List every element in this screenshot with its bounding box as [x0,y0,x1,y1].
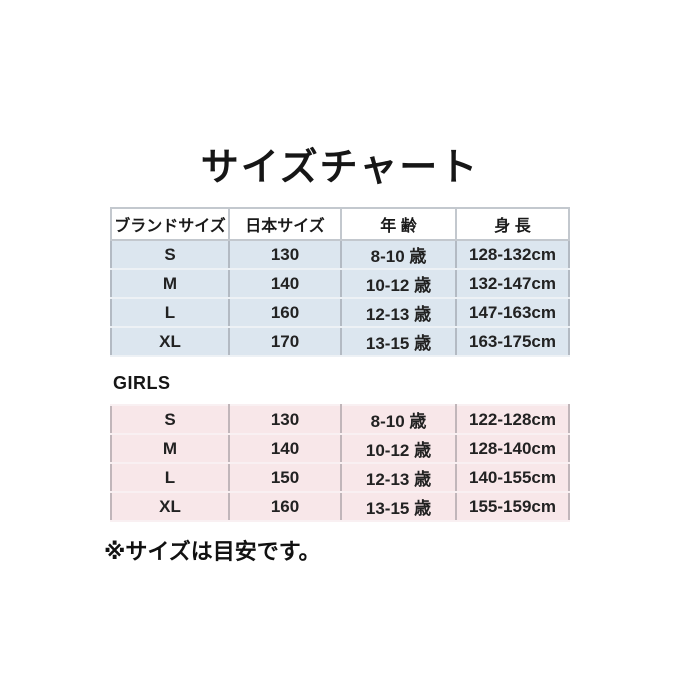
table-cell: 140-155cm [455,462,570,493]
column-header-height: 身 長 [455,207,570,241]
boys-size-table: ブランドサイズ 日本サイズ 年 齢 身 長 S 130 8-10 歳 128-1… [110,207,570,357]
table-cell: 128-132cm [455,239,570,270]
table-cell: L [110,297,230,328]
table-cell: 130 [228,239,342,270]
table-cell: 122-128cm [455,404,570,435]
table-cell: M [110,433,230,464]
table-cell: XL [110,326,230,357]
header-row: ブランドサイズ 日本サイズ 年 齢 身 長 [110,207,570,241]
table-cell: S [110,239,230,270]
table-cell: 10-12 歳 [340,433,457,464]
column-header-age: 年 齢 [340,207,457,241]
column-header-japan-size: 日本サイズ [228,207,342,241]
girls-size-table: S 130 8-10 歳 122-128cm M 140 10-12 歳 128… [110,404,570,522]
column-header-brand-size: ブランドサイズ [110,207,230,241]
table-row: XL 170 13-15 歳 163-175cm [110,326,570,357]
girls-section-label: GIRLS [113,373,171,393]
table-cell: 150 [228,462,342,493]
page-title: サイズチャート [200,147,480,189]
table-cell: 13-15 歳 [340,491,457,522]
table-cell: 8-10 歳 [340,239,457,270]
table-row: XL 160 13-15 歳 155-159cm [110,491,570,522]
table-cell: 160 [228,491,342,522]
table-cell: 132-147cm [455,268,570,299]
table-cell: 8-10 歳 [340,404,457,435]
table-cell: 147-163cm [455,297,570,328]
table-cell: 170 [228,326,342,357]
size-disclaimer-note: ※サイズは目安です。 [104,539,321,564]
table-row: M 140 10-12 歳 128-140cm [110,433,570,464]
table-cell: 140 [228,268,342,299]
table-cell: S [110,404,230,435]
table-cell: L [110,462,230,493]
table-cell: M [110,268,230,299]
table-cell: 12-13 歳 [340,297,457,328]
table-cell: 128-140cm [455,433,570,464]
table-row: L 150 12-13 歳 140-155cm [110,462,570,493]
table-cell: XL [110,491,230,522]
table-row: S 130 8-10 歳 128-132cm [110,239,570,270]
table-cell: 140 [228,433,342,464]
table-row: L 160 12-13 歳 147-163cm [110,297,570,328]
table-row: S 130 8-10 歳 122-128cm [110,404,570,435]
table-cell: 130 [228,404,342,435]
table-row: M 140 10-12 歳 132-147cm [110,268,570,299]
table-cell: 163-175cm [455,326,570,357]
table-cell: 155-159cm [455,491,570,522]
table-cell: 12-13 歳 [340,462,457,493]
table-cell: 10-12 歳 [340,268,457,299]
table-cell: 13-15 歳 [340,326,457,357]
table-cell: 160 [228,297,342,328]
